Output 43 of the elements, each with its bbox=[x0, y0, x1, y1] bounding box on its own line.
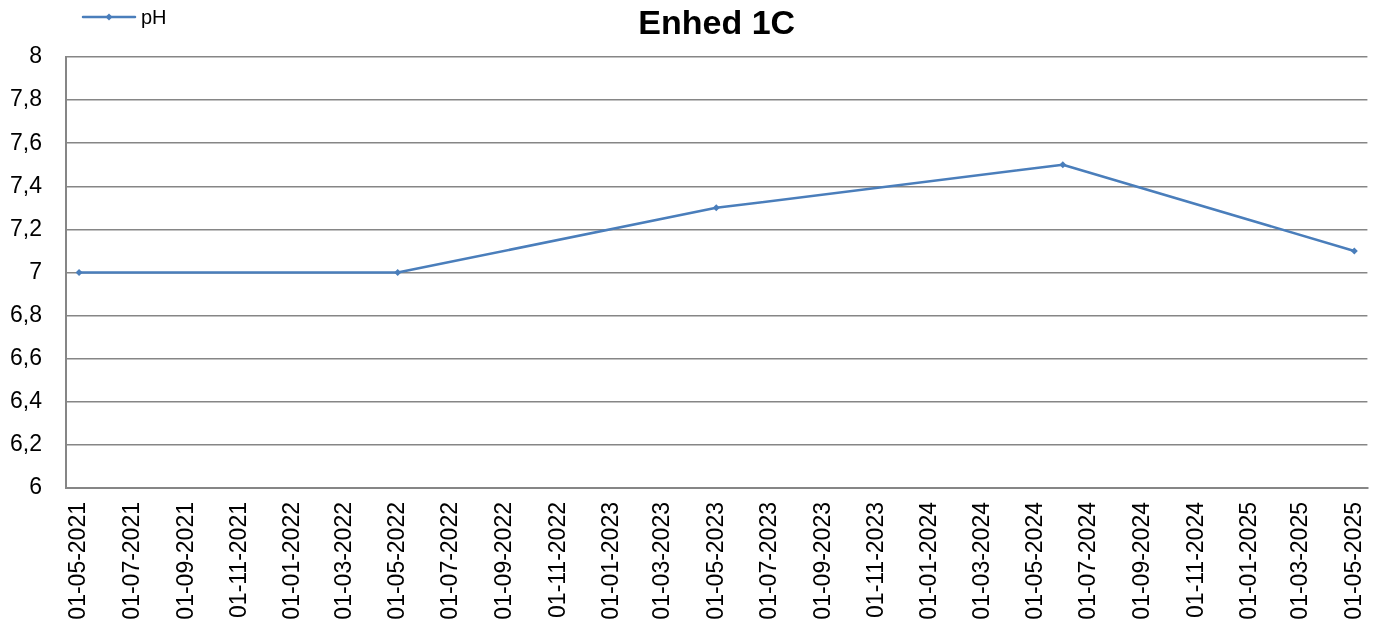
point bbox=[1350, 247, 1358, 255]
x-tick-label: 01-07-2022 bbox=[436, 502, 463, 620]
x-tick-label: 01-09-2021 bbox=[171, 502, 198, 620]
x-tick-label: 01-11-2024 bbox=[1181, 501, 1208, 618]
chart-title: Enhed 1C bbox=[638, 3, 796, 41]
x-tick-label: 01-03-2023 bbox=[648, 502, 675, 620]
point bbox=[712, 204, 720, 212]
x-tick-label: 01-03-2025 bbox=[1286, 502, 1313, 620]
x-tick-label: 01-05-2024 bbox=[1021, 501, 1048, 620]
x-tick-label: 01-07-2021 bbox=[117, 502, 144, 620]
y-tick-label: 6,4 bbox=[10, 387, 43, 414]
y-tick-label: 6 bbox=[29, 473, 42, 500]
y-tick-label: 6,8 bbox=[10, 300, 42, 327]
y-tick-label: 7,4 bbox=[10, 171, 43, 198]
x-tick-label: 01-11-2023 bbox=[862, 502, 889, 618]
x-tick-label: 01-09-2024 bbox=[1128, 501, 1155, 620]
y-tick-label: 6,6 bbox=[10, 344, 42, 371]
y-tick-label: 7,6 bbox=[10, 128, 42, 155]
y-tick-label: 7,8 bbox=[10, 85, 42, 112]
x-tick-label: 01-03-2024 bbox=[967, 501, 994, 620]
point bbox=[75, 269, 83, 276]
x-tick-label: 01-11-2021 bbox=[225, 502, 252, 618]
x-tick-label: 01-05-2023 bbox=[701, 502, 728, 620]
x-tick-label: 01-07-2023 bbox=[754, 502, 781, 620]
y-tick-label: 6,2 bbox=[10, 430, 42, 457]
x-tick-label: 01-05-2021 bbox=[64, 502, 91, 620]
x-tick-label: 01-01-2023 bbox=[596, 502, 623, 620]
point bbox=[1059, 161, 1067, 169]
y-tick-label: 7,2 bbox=[10, 214, 42, 241]
legend-label: pH bbox=[141, 5, 167, 28]
x-tick-label: 01-07-2024 bbox=[1074, 501, 1101, 620]
y-tick-label: 7 bbox=[29, 257, 42, 284]
x-tick-label: 01-09-2023 bbox=[808, 502, 835, 620]
x-tick-label: 01-01-2024 bbox=[915, 501, 942, 620]
y-tick-label: 8 bbox=[29, 42, 42, 69]
x-tick-label: 01-09-2022 bbox=[490, 502, 517, 620]
x-tick-label: 01-03-2022 bbox=[329, 502, 356, 620]
x-tick-label: 01-05-2025 bbox=[1339, 502, 1366, 620]
point bbox=[394, 269, 402, 276]
x-tick-label: 01-05-2022 bbox=[383, 502, 410, 620]
x-tick-label: 01-01-2025 bbox=[1234, 502, 1261, 620]
x-tick-label: 01-11-2022 bbox=[543, 502, 570, 618]
x-tick-label: 01-01-2022 bbox=[278, 502, 305, 620]
